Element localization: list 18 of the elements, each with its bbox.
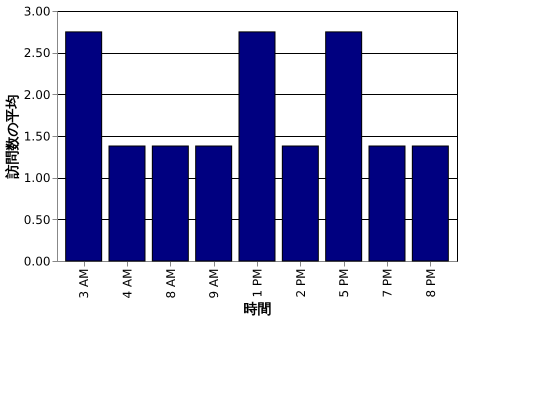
x-tick-label: 8 PM — [424, 268, 438, 298]
x-tick-label: 3 AM — [77, 268, 92, 299]
y-tick-label: 0.00 — [24, 254, 50, 268]
y-tick-label: 2.50 — [24, 46, 50, 60]
y-tick-label: 3.00 — [24, 4, 50, 18]
x-tick-label: 8 AM — [164, 268, 178, 299]
y-tick-label: 2.00 — [24, 88, 50, 102]
y-tick-label: 0.50 — [24, 212, 50, 227]
y-axis-title: 訪問数の平均 — [4, 94, 21, 180]
x-tick-label: 5 PM — [337, 268, 352, 298]
y-tick-label: 1.00 — [24, 171, 50, 186]
x-axis-title: 時間 — [244, 302, 272, 318]
x-tick-label: 1 PM — [250, 268, 264, 298]
x-tick-label: 7 PM — [380, 268, 394, 298]
x-tick-label: 2 PM — [294, 268, 308, 298]
y-tick-label: 1.50 — [24, 130, 50, 144]
x-tick-label: 9 AM — [207, 268, 222, 299]
x-tick-label: 4 AM — [120, 268, 134, 299]
